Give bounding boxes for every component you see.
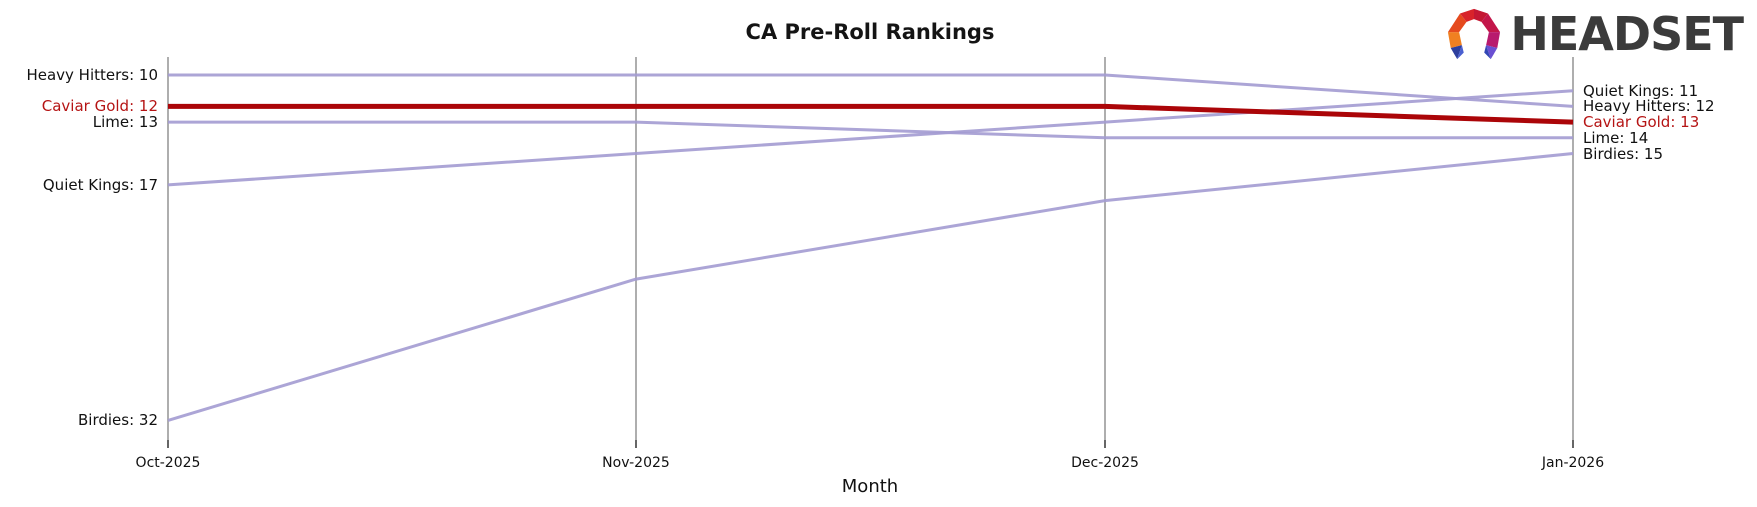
line-caviar-gold: [168, 103, 1574, 125]
x-tick-label-oct-2025: Oct-2025: [135, 455, 201, 471]
right-label-birdies: Birdies: 15: [1583, 144, 1664, 163]
headset-logo-icon: [1448, 8, 1501, 60]
line-lime: [168, 120, 1573, 140]
x-tick-label-jan-2026: Jan-2026: [1541, 455, 1605, 471]
chart-title: CA Pre-Roll Rankings: [745, 20, 995, 44]
headset-logo-text: HEADSET: [1510, 7, 1744, 61]
left-label-heavy-hitters: Heavy Hitters: 10: [26, 66, 158, 84]
x-tick-label-dec-2025: Dec-2025: [1071, 455, 1139, 471]
left-label-birdies: Birdies: 32: [77, 411, 158, 430]
x-tick-label-nov-2025: Nov-2025: [602, 455, 670, 471]
right-label-heavy-hitters: Heavy Hitters: 12: [1583, 97, 1715, 116]
left-label-caviar-gold: Caviar Gold: 12: [41, 97, 158, 116]
x-axis-title: Month: [841, 476, 899, 497]
left-label-quiet-kings: Quiet Kings: 17: [42, 175, 158, 194]
line-quiet-kings: [167, 89, 1574, 187]
right-label-caviar-gold: Caviar Gold: 13: [1583, 113, 1700, 132]
line-heavy-hitters: [168, 73, 1574, 108]
left-label-lime: Lime: 13: [92, 113, 158, 132]
headset-logo: HEADSET: [1446, 6, 1744, 62]
right-label-quiet-kings: Quiet Kings: 11: [1583, 81, 1699, 100]
line-birdies: [167, 152, 1574, 422]
right-label-lime: Lime: 14: [1583, 128, 1649, 147]
